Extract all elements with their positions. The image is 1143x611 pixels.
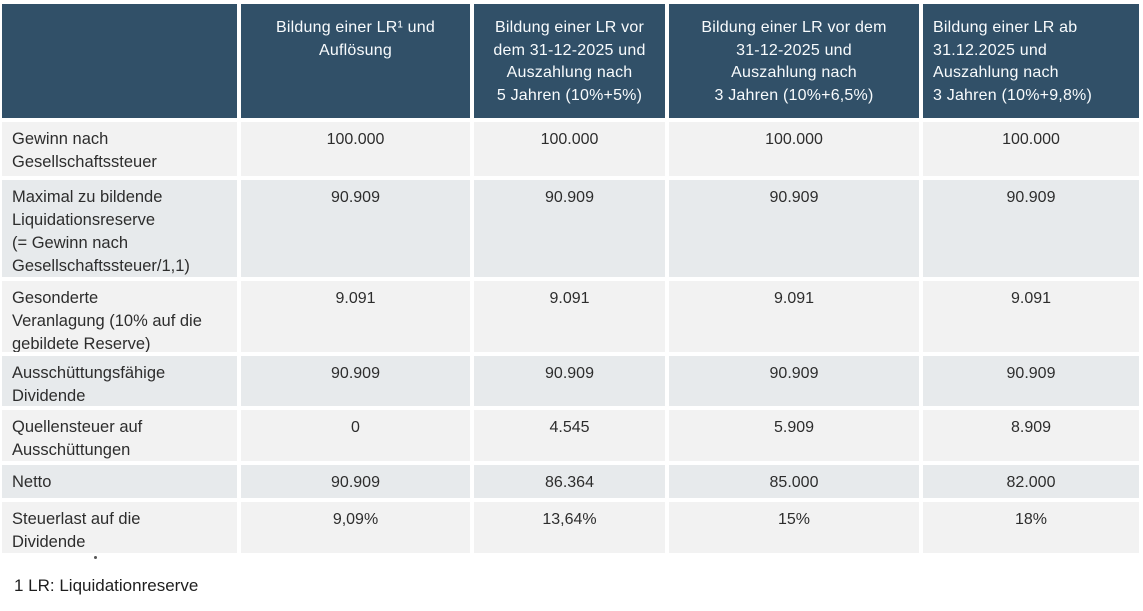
column-header-lr-und-aufloesung: Bildung einer LR¹ und Auflösung: [241, 4, 470, 118]
value-cell: 90.909: [474, 180, 665, 277]
value-cell: 90.909: [669, 180, 919, 277]
value-cell: 90.909: [669, 356, 919, 406]
column-header-vor-2025-3-jahre: Bildung einer LR vor dem 31-12-2025 und …: [669, 4, 919, 118]
row-label-gesonderte-veranlagung: Gesonderte Veranlagung (10% auf die gebi…: [2, 281, 237, 352]
value-cell: 9.091: [923, 281, 1139, 352]
row-label-steuerlast: Steuerlast auf die Dividende: [2, 502, 237, 553]
value-cell: 9.091: [241, 281, 470, 352]
column-header-vor-2025-5-jahre: Bildung einer LR vor dem 31-12-2025 und …: [474, 4, 665, 118]
value-cell: 9.091: [474, 281, 665, 352]
value-cell: 100.000: [923, 122, 1139, 176]
value-cell: 18%: [923, 502, 1139, 553]
value-cell: 100.000: [474, 122, 665, 176]
value-cell: 15%: [669, 502, 919, 553]
value-cell: 90.909: [241, 465, 470, 498]
value-cell: 90.909: [923, 180, 1139, 277]
row-label-maximale-reserve: Maximal zu bildende Liquidationsreserve …: [2, 180, 237, 277]
row-label-quellensteuer: Quellensteuer auf Ausschüttungen: [2, 410, 237, 461]
column-header-ab-2025-3-jahre: Bildung einer LR ab 31.12.2025 und Ausza…: [923, 4, 1139, 118]
value-cell: 90.909: [241, 180, 470, 277]
value-cell: 82.000: [923, 465, 1139, 498]
value-cell: 8.909: [923, 410, 1139, 461]
value-cell: 4.545: [474, 410, 665, 461]
value-cell: 9,09%: [241, 502, 470, 553]
row-label-ausschuettungsfaehige-dividende: Ausschüttungsfähige Dividende: [2, 356, 237, 406]
row-label-netto: Netto: [2, 465, 237, 498]
value-cell: 85.000: [669, 465, 919, 498]
value-cell: 13,64%: [474, 502, 665, 553]
value-cell: 90.909: [241, 356, 470, 406]
value-cell: 90.909: [474, 356, 665, 406]
value-cell: 100.000: [241, 122, 470, 176]
footnote: 1 LR: Liquidationreserve: [14, 576, 199, 595]
value-cell: 9.091: [669, 281, 919, 352]
value-cell: 90.909: [923, 356, 1139, 406]
clipped-text-artifact: [94, 556, 97, 559]
value-cell: 0: [241, 410, 470, 461]
value-cell: 100.000: [669, 122, 919, 176]
row-label-gewinn: Gewinn nach Gesellschaftssteuer: [2, 122, 237, 176]
header-corner-cell: [2, 4, 237, 118]
value-cell: 86.364: [474, 465, 665, 498]
comparison-table: Bildung einer LR¹ und Auflösung Bildung …: [2, 4, 1139, 553]
value-cell: 5.909: [669, 410, 919, 461]
